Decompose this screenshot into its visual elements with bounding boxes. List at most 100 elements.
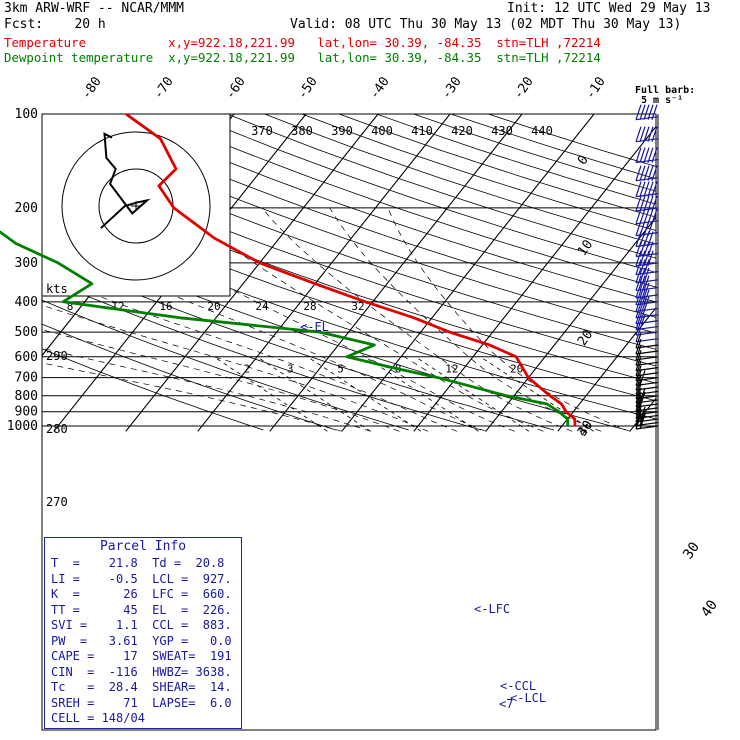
isotherm-label: 0	[575, 153, 592, 168]
isotherm-label: -20	[511, 74, 537, 102]
dry-adiabat	[78, 114, 656, 318]
dewpoint-legend: Dewpoint temperature x,y=922.18,221.99 l…	[4, 50, 601, 65]
isotherm-line	[485, 216, 656, 432]
parcel-row: Tc = 28.4 SHEAR= 14.	[51, 680, 232, 694]
mixing-ratio-label: 3	[287, 363, 294, 376]
el-annotation: <-EL	[300, 320, 329, 334]
parcel-row: PW = 3.61 YGP = 0.0	[51, 633, 232, 648]
moist-adiabat	[42, 304, 429, 432]
theta-label: 390	[331, 124, 353, 138]
dry-adiabat	[42, 323, 337, 431]
lcl-annotation: <-LCL	[510, 691, 546, 705]
hodograph-ring-label: 16	[159, 300, 172, 313]
isotherm-label: -80	[79, 74, 105, 102]
wind-barbs	[635, 104, 659, 730]
wind-barb	[635, 208, 659, 225]
parcel-info-panel: Parcel Info T = 21.8 Td = 20.8 LI = -0.5…	[44, 537, 242, 729]
pressure-label: 200	[15, 201, 38, 216]
moist-adiabat	[186, 207, 544, 432]
isotherm-line	[197, 114, 451, 432]
dry-adiabat	[42, 299, 409, 431]
wind-barb	[635, 195, 659, 212]
wind-barb	[635, 410, 659, 427]
parcel-row: SREH = 71 LAPSE= 6.0	[51, 695, 232, 710]
mixing-ratio-label: 12	[445, 363, 458, 376]
wind-barb	[635, 259, 659, 276]
parcel-row: LI = -0.5 LCL = 927.	[51, 571, 232, 586]
diagram-grid	[42, 114, 740, 432]
wind-barb	[635, 319, 659, 336]
theta-side-label: 280	[46, 422, 68, 436]
dry-adiabat	[42, 348, 264, 431]
temperature-legend: Temperature x,y=922.18,221.99 lat,lon= 3…	[4, 35, 601, 50]
lcl-mark: <7	[499, 697, 513, 711]
hodograph-ring-label: 28	[303, 300, 316, 313]
isotherm-label: 40	[575, 418, 596, 439]
dry-adiabat	[376, 114, 656, 205]
dry-adiabat	[264, 114, 656, 245]
ccl-annotation: <-CCL	[500, 679, 536, 693]
wind-barb	[635, 406, 659, 423]
pressure-label: 900	[15, 405, 38, 420]
pressure-label: 100	[15, 107, 38, 122]
parcel-row: CIN = -116 HWBZ= 3638.	[51, 664, 232, 679]
isotherm-label: -60	[223, 74, 249, 102]
dewpoint-line	[0, 230, 570, 427]
barb-label-1: Full barb:	[635, 85, 695, 96]
wind-barb	[635, 379, 659, 396]
hodograph-trace	[100, 132, 151, 229]
pressure-label: 300	[15, 256, 38, 271]
mixing-ratio-line	[256, 356, 371, 432]
theta-side-label: 290	[46, 349, 68, 363]
dry-adiabat	[488, 114, 656, 167]
wind-barb	[635, 165, 659, 182]
theta-label: 420	[451, 124, 473, 138]
barb-speed-label: 40	[698, 597, 721, 620]
wind-barb	[635, 126, 659, 143]
parcel-row: CAPE = 17 SWEAT= 191	[51, 649, 232, 663]
parcel-row: TT = 45 EL = 226.	[51, 602, 232, 617]
dry-adiabat	[338, 114, 656, 218]
hodograph-ring	[61, 131, 211, 281]
theta-label: 430	[491, 124, 513, 138]
pressure-label: 1000	[7, 419, 38, 434]
dry-adiabat	[301, 114, 656, 231]
theta-label: 380	[291, 124, 313, 138]
hodograph-ring-label: 8	[67, 300, 74, 313]
dry-adiabat	[450, 114, 656, 180]
theta-label: 400	[371, 124, 393, 138]
isotherm-label: -50	[295, 74, 321, 102]
dry-adiabat	[42, 114, 656, 334]
hodograph-ring-label: 20	[207, 300, 220, 313]
mixing-ratio-line	[213, 356, 328, 432]
hodograph-ring-label: 24	[255, 300, 269, 313]
diagram-frame	[41, 113, 657, 731]
temperature-line	[125, 112, 577, 427]
wind-barb	[635, 104, 659, 121]
isotherm-label: -40	[367, 74, 393, 102]
isotherm-line	[702, 114, 740, 431]
isotherm-line	[125, 114, 379, 432]
hodograph	[41, 113, 231, 297]
isotherm-label: 30	[575, 418, 596, 439]
lfc-annotation: <-LFC	[474, 602, 510, 616]
theta-label: 410	[411, 124, 433, 138]
mixing-ratio-line	[307, 356, 422, 432]
forecast-label: Fcst: 20 h	[4, 17, 106, 32]
dry-adiabat	[115, 114, 656, 303]
isotherm-label: -10	[583, 74, 609, 102]
pressure-label: 800	[15, 389, 38, 404]
isotherm-label: -70	[151, 74, 177, 102]
mixing-ratio-line	[480, 356, 594, 432]
model-label: 3km ARW-WRF -- NCAR/MMM	[4, 1, 185, 16]
theta-label: 440	[531, 124, 553, 138]
pressure-label: 400	[15, 295, 38, 310]
isotherm-line	[413, 125, 656, 432]
parcel-info-title: Parcel Info	[99, 539, 187, 554]
parcel-row: K = 26 LFC = 660.	[51, 587, 232, 601]
mixing-ratio-line	[364, 356, 479, 432]
theta-side-label: 270	[46, 495, 68, 509]
mixing-ratio-label: 2	[244, 363, 251, 376]
barb-speed-label: 30	[680, 539, 703, 562]
